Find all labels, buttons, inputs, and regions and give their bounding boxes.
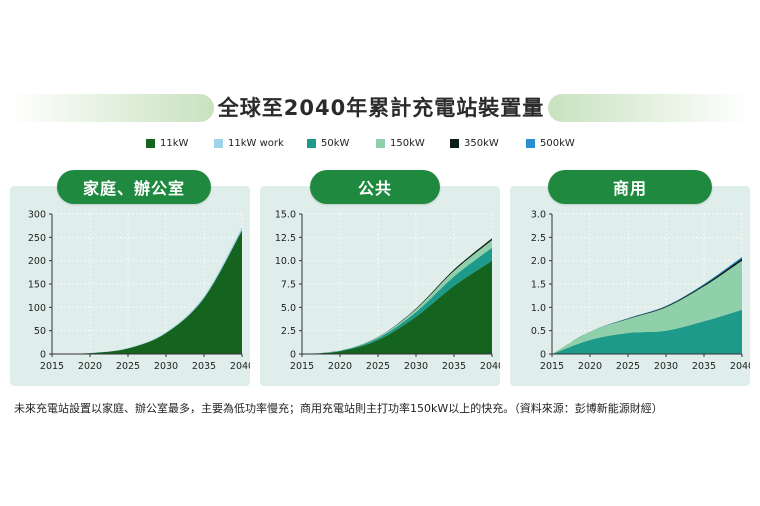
panel-title-commercial: 商用	[548, 170, 712, 204]
legend-label: 350kW	[464, 138, 499, 149]
y-tick-label: 250	[28, 233, 46, 244]
y-tick-label: 200	[28, 256, 46, 267]
legend-label: 11kW	[160, 138, 189, 149]
legend-swatch	[450, 139, 459, 148]
legend-item-150kw: 150kW	[376, 138, 425, 149]
y-tick-label: 300	[28, 210, 46, 221]
y-tick-label: 12.5	[275, 233, 296, 244]
x-tick-label: 2025	[616, 361, 640, 372]
x-tick-label: 2040	[230, 361, 250, 372]
y-tick-label: 2.5	[531, 233, 546, 244]
chart-public: 2015 2020 2025 2030 2035 2040 0 2.5 5.0 7.5 10.0 12…	[275, 210, 500, 373]
legend-label: 50kW	[321, 138, 350, 149]
y-tick-label: 0	[290, 350, 296, 361]
chart-title: 全球至2040年累計充電站裝置量	[217, 96, 545, 120]
x-tick-label: 2030	[654, 361, 678, 372]
x-tick-label: 2030	[404, 361, 428, 372]
x-tick-label: 2025	[116, 361, 140, 372]
x-tick-label: 2035	[442, 361, 466, 372]
legend-swatch	[307, 139, 316, 148]
y-tick-label: 15.0	[275, 210, 296, 221]
legend-label: 150kW	[390, 138, 425, 149]
y-tick-label: 100	[28, 303, 46, 314]
y-tick-label: 150	[28, 280, 46, 291]
x-tick-label: 2020	[328, 361, 352, 372]
y-tick-label: 0	[40, 350, 46, 361]
x-tick-label: 2020	[578, 361, 602, 372]
title-band-left	[8, 94, 214, 122]
panel-title-public: 公共	[310, 170, 440, 204]
legend-item-350kw: 350kW	[450, 138, 499, 149]
chart-home-office: 2015 2020 2025 2030 2035 2040 0 50 100 150 200 250 3…	[28, 210, 250, 373]
title-band-right	[548, 94, 752, 122]
legend-swatch	[376, 139, 385, 148]
y-tick-label: 0	[540, 350, 546, 361]
y-tick-label: 0.5	[531, 326, 546, 337]
legend-item-11kw-work: 11kW work	[214, 138, 284, 149]
x-tick-label: 2035	[192, 361, 216, 372]
y-tick-label: 1.0	[531, 303, 546, 314]
legend-swatch	[526, 139, 535, 148]
area-series-50kw	[552, 309, 742, 354]
footnote: 未來充電站設置以家庭、辦公室最多，主要為低功率慢充；商用充電站則主打功率150k…	[14, 402, 663, 415]
y-tick-label: 3.0	[531, 210, 546, 221]
legend-label: 11kW work	[228, 138, 284, 149]
panel-title-home-office: 家庭、辦公室	[57, 170, 211, 204]
x-tick-label: 2015	[540, 361, 564, 372]
legend-item-500kw: 500kW	[526, 138, 575, 149]
y-tick-label: 10.0	[275, 256, 296, 267]
y-tick-label: 1.5	[531, 280, 546, 291]
area-series-150kw	[552, 260, 742, 354]
legend-label: 500kW	[540, 138, 575, 149]
legend-swatch	[214, 139, 223, 148]
legend-item-11kw: 11kW	[146, 138, 188, 149]
legend-item-50kw: 50kW	[307, 138, 349, 149]
area-series-11kw	[302, 260, 492, 354]
x-tick-label: 2035	[692, 361, 716, 372]
y-tick-label: 5.0	[281, 303, 296, 314]
y-tick-label: 50	[34, 326, 46, 337]
x-tick-label: 2025	[366, 361, 390, 372]
legend-swatch	[146, 139, 155, 148]
x-tick-label: 2015	[40, 361, 64, 372]
x-tick-label: 2030	[154, 361, 178, 372]
x-tick-label: 2020	[78, 361, 102, 372]
y-tick-label: 2.0	[531, 256, 546, 267]
chart-commercial: 2015 2020 2025 2030 2035 2040 0 0.5 1.0 1.5 2.0 2.5…	[531, 210, 750, 373]
area-series-11kw	[52, 230, 242, 354]
legend: 11kW 11kW work 50kW 150kW 350kW 500kW	[0, 138, 760, 154]
x-tick-label: 2040	[480, 361, 500, 372]
y-tick-label: 2.5	[281, 326, 296, 337]
x-tick-label: 2040	[730, 361, 750, 372]
x-tick-label: 2015	[290, 361, 314, 372]
y-tick-label: 7.5	[281, 280, 296, 291]
